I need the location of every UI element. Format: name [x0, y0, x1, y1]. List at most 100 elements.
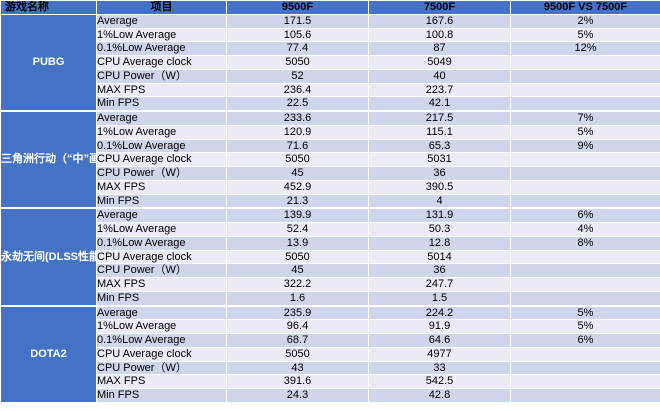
game-name-cell: DOTA2	[0, 304, 97, 403]
cpu-a-value: 96.4	[226, 319, 369, 334]
table-row: 永劫无间(DLSS性能) Average 139.9 131.9 6%	[0, 207, 660, 307]
table-row: CPU Power（W） 45 36	[1, 263, 660, 278]
table-row: CPU Average clock 5050 5049	[1, 55, 660, 70]
comparison-value: 4%	[510, 222, 660, 237]
table-row: MAX FPS 452.9 390.5	[1, 179, 660, 195]
comparison-value: 12%	[510, 41, 660, 56]
cpu-b-value: 4977	[368, 346, 511, 362]
cpu-a-value: 43	[226, 360, 369, 376]
table-row: MAX FPS 322.2 247.7	[1, 277, 660, 292]
comparison-value	[510, 179, 660, 195]
table-row: CPU Power（W） 45 36	[1, 166, 660, 181]
table-row: 1%Low Average 120.9 115.1 5%	[1, 124, 660, 140]
cpu-a-value: 24.3	[226, 388, 369, 403]
table-row: 1%Low Average 52.4 50.3 4%	[1, 222, 660, 237]
metric-cell: CPU Average clock	[96, 55, 227, 70]
cpu-b-value: 36	[368, 263, 511, 278]
cpu-a-value: 21.3	[226, 193, 369, 209]
metric-cell: MAX FPS	[96, 179, 227, 195]
table-row: Min FPS 21.3 4	[1, 193, 660, 209]
cpu-a-value: 322.2	[226, 277, 369, 292]
metric-cell: CPU Power（W）	[96, 166, 227, 181]
table-row: 0.1%Low Average 77.4 87 12%	[1, 41, 660, 56]
cpu-a-value: 5050	[226, 346, 369, 362]
comparison-value	[510, 249, 660, 265]
metric-cell: Min FPS	[96, 290, 227, 307]
metric-cell: 1%Low Average	[96, 124, 227, 140]
metric-cell: 0.1%Low Average	[96, 41, 227, 56]
game-name-cell: 三角洲行动（“中”画质+DLSS 极致性能+帧生成关）	[0, 109, 97, 209]
cpu-b-value: 223.7	[368, 82, 511, 98]
cpu-a-value: 45	[226, 263, 369, 278]
metric-cell: 1%Low Average	[96, 319, 227, 334]
cpu-a-value: 5050	[226, 249, 369, 265]
cpu-a-value: 68.7	[226, 333, 369, 348]
table-row: 0.1%Low Average 71.6 65.3 9%	[1, 138, 660, 154]
header-compare: 9500F VS 7500F	[510, 0, 660, 15]
metric-cell: Average	[96, 13, 227, 29]
cpu-b-value: 542.5	[368, 374, 511, 389]
cpu-a-value: 139.9	[226, 207, 369, 224]
cpu-b-value: 224.2	[368, 304, 511, 321]
metric-cell: CPU Average clock	[96, 152, 227, 167]
cpu-b-value: 5014	[368, 249, 511, 265]
comparison-value: 7%	[510, 109, 660, 126]
cpu-b-value: 50.3	[368, 222, 511, 237]
cpu-b-value: 40	[368, 68, 511, 84]
table-row: Min FPS 22.5 42.1	[1, 96, 660, 112]
comparison-value	[510, 68, 660, 84]
cpu-a-value: 105.6	[226, 27, 369, 43]
cpu-b-value: 42.1	[368, 96, 511, 112]
table-row: CPU Power（W） 43 33	[1, 360, 660, 376]
comparison-value	[510, 360, 660, 376]
comparison-value: 8%	[510, 235, 660, 251]
table-row: 0.1%Low Average 68.7 64.6 6%	[1, 333, 660, 348]
cpu-a-value: 52	[226, 68, 369, 84]
table-row: 三角洲行动（“中”画质+DLSS 极致性能+帧生成关）Average233.62…	[0, 109, 660, 209]
metric-cell: 0.1%Low Average	[96, 235, 227, 251]
metric-cell: CPU Power（W）	[96, 68, 227, 84]
comparison-value	[510, 263, 660, 278]
metric-cell: 0.1%Low Average	[96, 138, 227, 154]
header-cpu-a: 9500F	[226, 0, 369, 15]
cpu-a-value: 13.9	[226, 235, 369, 251]
cpu-a-value: 71.6	[226, 138, 369, 154]
metric-cell: MAX FPS	[96, 277, 227, 292]
table-row: Min FPS 1.6 1.5	[1, 290, 660, 307]
game-name-cell: 永劫无间(DLSS性能)	[0, 207, 97, 307]
comparison-value: 5%	[510, 124, 660, 140]
table-row: CPU Power（W） 52 40	[1, 68, 660, 84]
cpu-b-value: 247.7	[368, 277, 511, 292]
metric-cell: Min FPS	[96, 96, 227, 112]
header-cpu-b: 7500F	[368, 0, 511, 15]
table-row: CPU Average clock 5050 5031	[1, 152, 660, 167]
comparison-value: 6%	[510, 333, 660, 348]
cpu-a-value: 52.4	[226, 222, 369, 237]
cpu-a-value: 236.4	[226, 82, 369, 98]
header-row: 游戏名称 项目 9500F 7500F 9500F VS 7500F	[0, 0, 660, 15]
cpu-b-value: 115.1	[368, 124, 511, 140]
cpu-b-value: 12.8	[368, 235, 511, 251]
comparison-value	[510, 96, 660, 112]
cpu-a-value: 5050	[226, 55, 369, 70]
comparison-value: 5%	[510, 304, 660, 321]
cpu-a-value: 45	[226, 166, 369, 181]
metric-cell: 1%Low Average	[96, 222, 227, 237]
cpu-b-value: 100.8	[368, 27, 511, 43]
cpu-b-value: 91.9	[368, 319, 511, 334]
table-row: MAX FPS 236.4 223.7	[1, 82, 660, 98]
metric-cell: MAX FPS	[96, 374, 227, 389]
cpu-a-value: 391.6	[226, 374, 369, 389]
table-body: PUBG Average 171.5 167.6 2% 1%Low Average 105.…	[0, 13, 660, 403]
metric-cell: Min FPS	[96, 193, 227, 209]
table-row: MAX FPS 391.6 542.5	[1, 374, 660, 389]
table-row: 0.1%Low Average 13.9 12.8 8%	[1, 235, 660, 251]
comparison-value	[510, 193, 660, 209]
cpu-b-value: 167.6	[368, 13, 511, 29]
cpu-a-value: 452.9	[226, 179, 369, 195]
cpu-b-value: 1.5	[368, 290, 511, 307]
table-row: 1%Low Average 96.4 91.9 5%	[1, 319, 660, 334]
cpu-a-value: 1.6	[226, 290, 369, 307]
table-row: Min FPS 24.3 42.8	[1, 388, 660, 403]
